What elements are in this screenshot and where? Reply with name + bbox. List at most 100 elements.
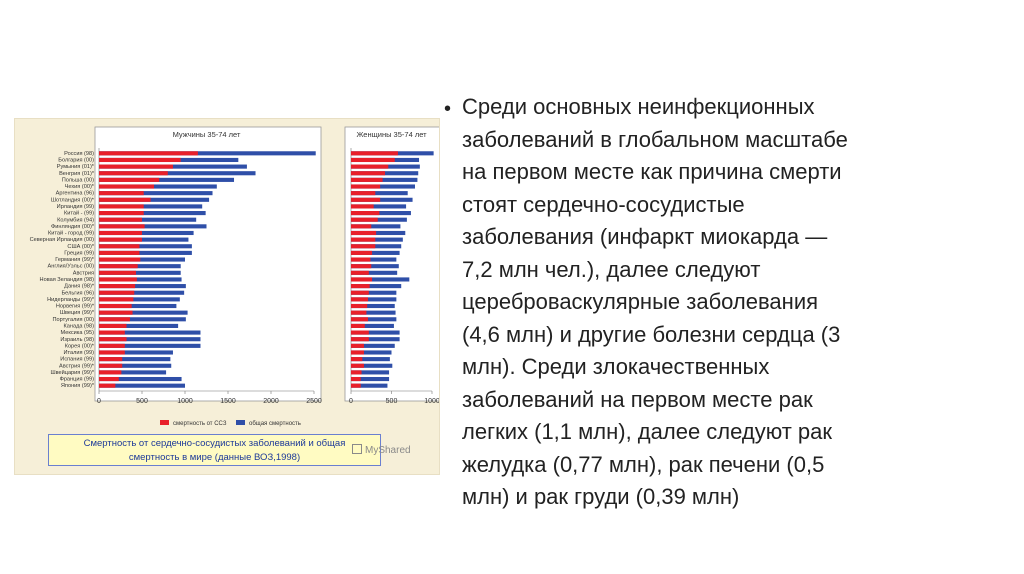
category-label: Япония (99)* (61, 383, 95, 389)
category-label: Венгрия (01)* (59, 171, 95, 177)
category-label: Португалия (00) (53, 317, 95, 323)
bar-total-mortality (351, 370, 390, 375)
watermark: MyShared (352, 444, 411, 456)
bar-total-mortality (351, 270, 398, 275)
bar-cvd-mortality (99, 317, 130, 322)
bar-cvd-mortality (351, 357, 363, 362)
category-label: Мексика (95) (61, 330, 95, 336)
category-label: Колумбия (94) (57, 217, 94, 223)
bar-cvd-mortality (351, 337, 369, 342)
chart-title: Мужчины 35-74 лет (173, 130, 241, 139)
bar-total-mortality (351, 277, 410, 282)
bar-total-mortality (351, 244, 402, 249)
category-label: Шотландия (00)* (51, 197, 95, 203)
category-label: Норвегия (99)* (56, 304, 95, 310)
bar-total-mortality (99, 383, 185, 388)
watermark-text: MyShared (365, 445, 411, 456)
bar-total-mortality (99, 204, 203, 209)
slide-text: Среди основных неинфекционных заболевани… (462, 91, 932, 514)
bar-cvd-mortality (99, 151, 198, 156)
bar-total-mortality (99, 211, 206, 216)
bar-total-mortality (351, 350, 392, 355)
bar-cvd-mortality (351, 244, 376, 249)
bar-cvd-mortality (99, 177, 160, 182)
bar-cvd-mortality (99, 363, 123, 368)
bar-total-mortality (351, 211, 411, 216)
category-label: Северная Ирландия (00) (30, 237, 95, 243)
bar-cvd-mortality (99, 164, 173, 169)
bar-cvd-mortality (351, 383, 361, 388)
bar-total-mortality (99, 317, 186, 322)
category-label: Дания (98)* (64, 284, 95, 290)
category-label: Китай - (99) (64, 210, 94, 217)
category-label: Аргентина (96) (56, 191, 94, 197)
legend-swatch-total (236, 420, 245, 425)
text-line: цереброваскулярные заболевания (462, 289, 819, 314)
bar-cvd-mortality (351, 151, 398, 156)
bar-cvd-mortality (351, 303, 368, 309)
bar-total-mortality (99, 343, 201, 348)
x-tick-label: 500 (386, 398, 398, 405)
bar-total-mortality (351, 383, 388, 388)
chart-svg: Мужчины 35-74 лет Россия (98)Болгария (00… (30, 126, 439, 427)
category-label: Бельгия (96) (62, 290, 95, 296)
category-label: Австрия (99)* (59, 363, 95, 369)
bar-cvd-mortality (99, 357, 123, 362)
text-line: легких (1,1 млн), далее следуют рак (462, 419, 833, 444)
category-label: Китай - город (99) (48, 230, 94, 237)
bar-cvd-mortality (351, 204, 374, 209)
bar-cvd-mortality (99, 337, 127, 342)
bar-total-mortality (99, 244, 192, 249)
bar-cvd-mortality (99, 191, 144, 196)
bar-cvd-mortality (351, 224, 372, 229)
bar-total-mortality (351, 250, 400, 255)
bar-cvd-mortality (351, 310, 367, 315)
caption-line-2: смертность в мире (данные ВОЗ,1998) (128, 452, 301, 463)
category-label: Чехия (00)* (65, 184, 95, 190)
x-tick-label: 2500 (306, 398, 322, 405)
category-label: Корея (00)* (65, 343, 95, 349)
bar-cvd-mortality (351, 171, 386, 176)
text-line: 7,2 млн чел.), далее следуют (462, 256, 761, 282)
bar-total-mortality (99, 151, 316, 156)
legend-label-total: общая смертность (249, 421, 301, 427)
bar-total-mortality (99, 237, 189, 242)
bar-cvd-mortality (351, 164, 389, 169)
bar-cvd-mortality (99, 383, 116, 388)
text-line: Среди основных неинфекционных (462, 94, 815, 119)
x-tick-label: 0 (349, 398, 353, 405)
bar-total-mortality (351, 197, 413, 202)
bar-total-mortality (99, 191, 213, 196)
category-label: Новая Зеландия (98) (40, 277, 95, 283)
bar-cvd-mortality (99, 310, 133, 315)
legend-swatch-cvd (160, 420, 169, 425)
category-label: Финляндия (00)* (51, 224, 95, 230)
text-line: на первом месте как причина смерти (462, 159, 842, 184)
bar-cvd-mortality (99, 250, 140, 255)
bar-cvd-mortality (99, 197, 151, 202)
bar-total-mortality (99, 303, 177, 309)
bar-cvd-mortality (99, 376, 119, 382)
x-tick-label: 500 (136, 398, 148, 405)
bar-cvd-mortality (351, 290, 369, 295)
bar-cvd-mortality (351, 257, 371, 262)
bullet-icon: • (444, 98, 452, 120)
bar-total-mortality (99, 224, 207, 229)
bar-cvd-mortality (99, 270, 136, 275)
caption-line-1: Смертность от сердечно-сосудистых заболе… (83, 438, 346, 449)
bar-cvd-mortality (351, 277, 373, 282)
bar-total-mortality (99, 177, 235, 182)
bar-cvd-mortality (351, 376, 361, 382)
category-label: Нидерланды (99)* (47, 297, 95, 303)
category-label: США (00)* (67, 244, 94, 250)
bar-cvd-mortality (99, 204, 144, 209)
bar-cvd-mortality (99, 157, 181, 163)
bar-total-mortality (99, 350, 173, 355)
bar-total-mortality (351, 230, 406, 236)
bar-cvd-mortality (99, 171, 168, 176)
bar-cvd-mortality (99, 323, 127, 328)
text-line: заболеваний на первом месте рак (462, 386, 813, 412)
bar-cvd-mortality (99, 237, 142, 242)
bar-total-mortality (351, 317, 397, 322)
bar-cvd-mortality (351, 284, 370, 289)
